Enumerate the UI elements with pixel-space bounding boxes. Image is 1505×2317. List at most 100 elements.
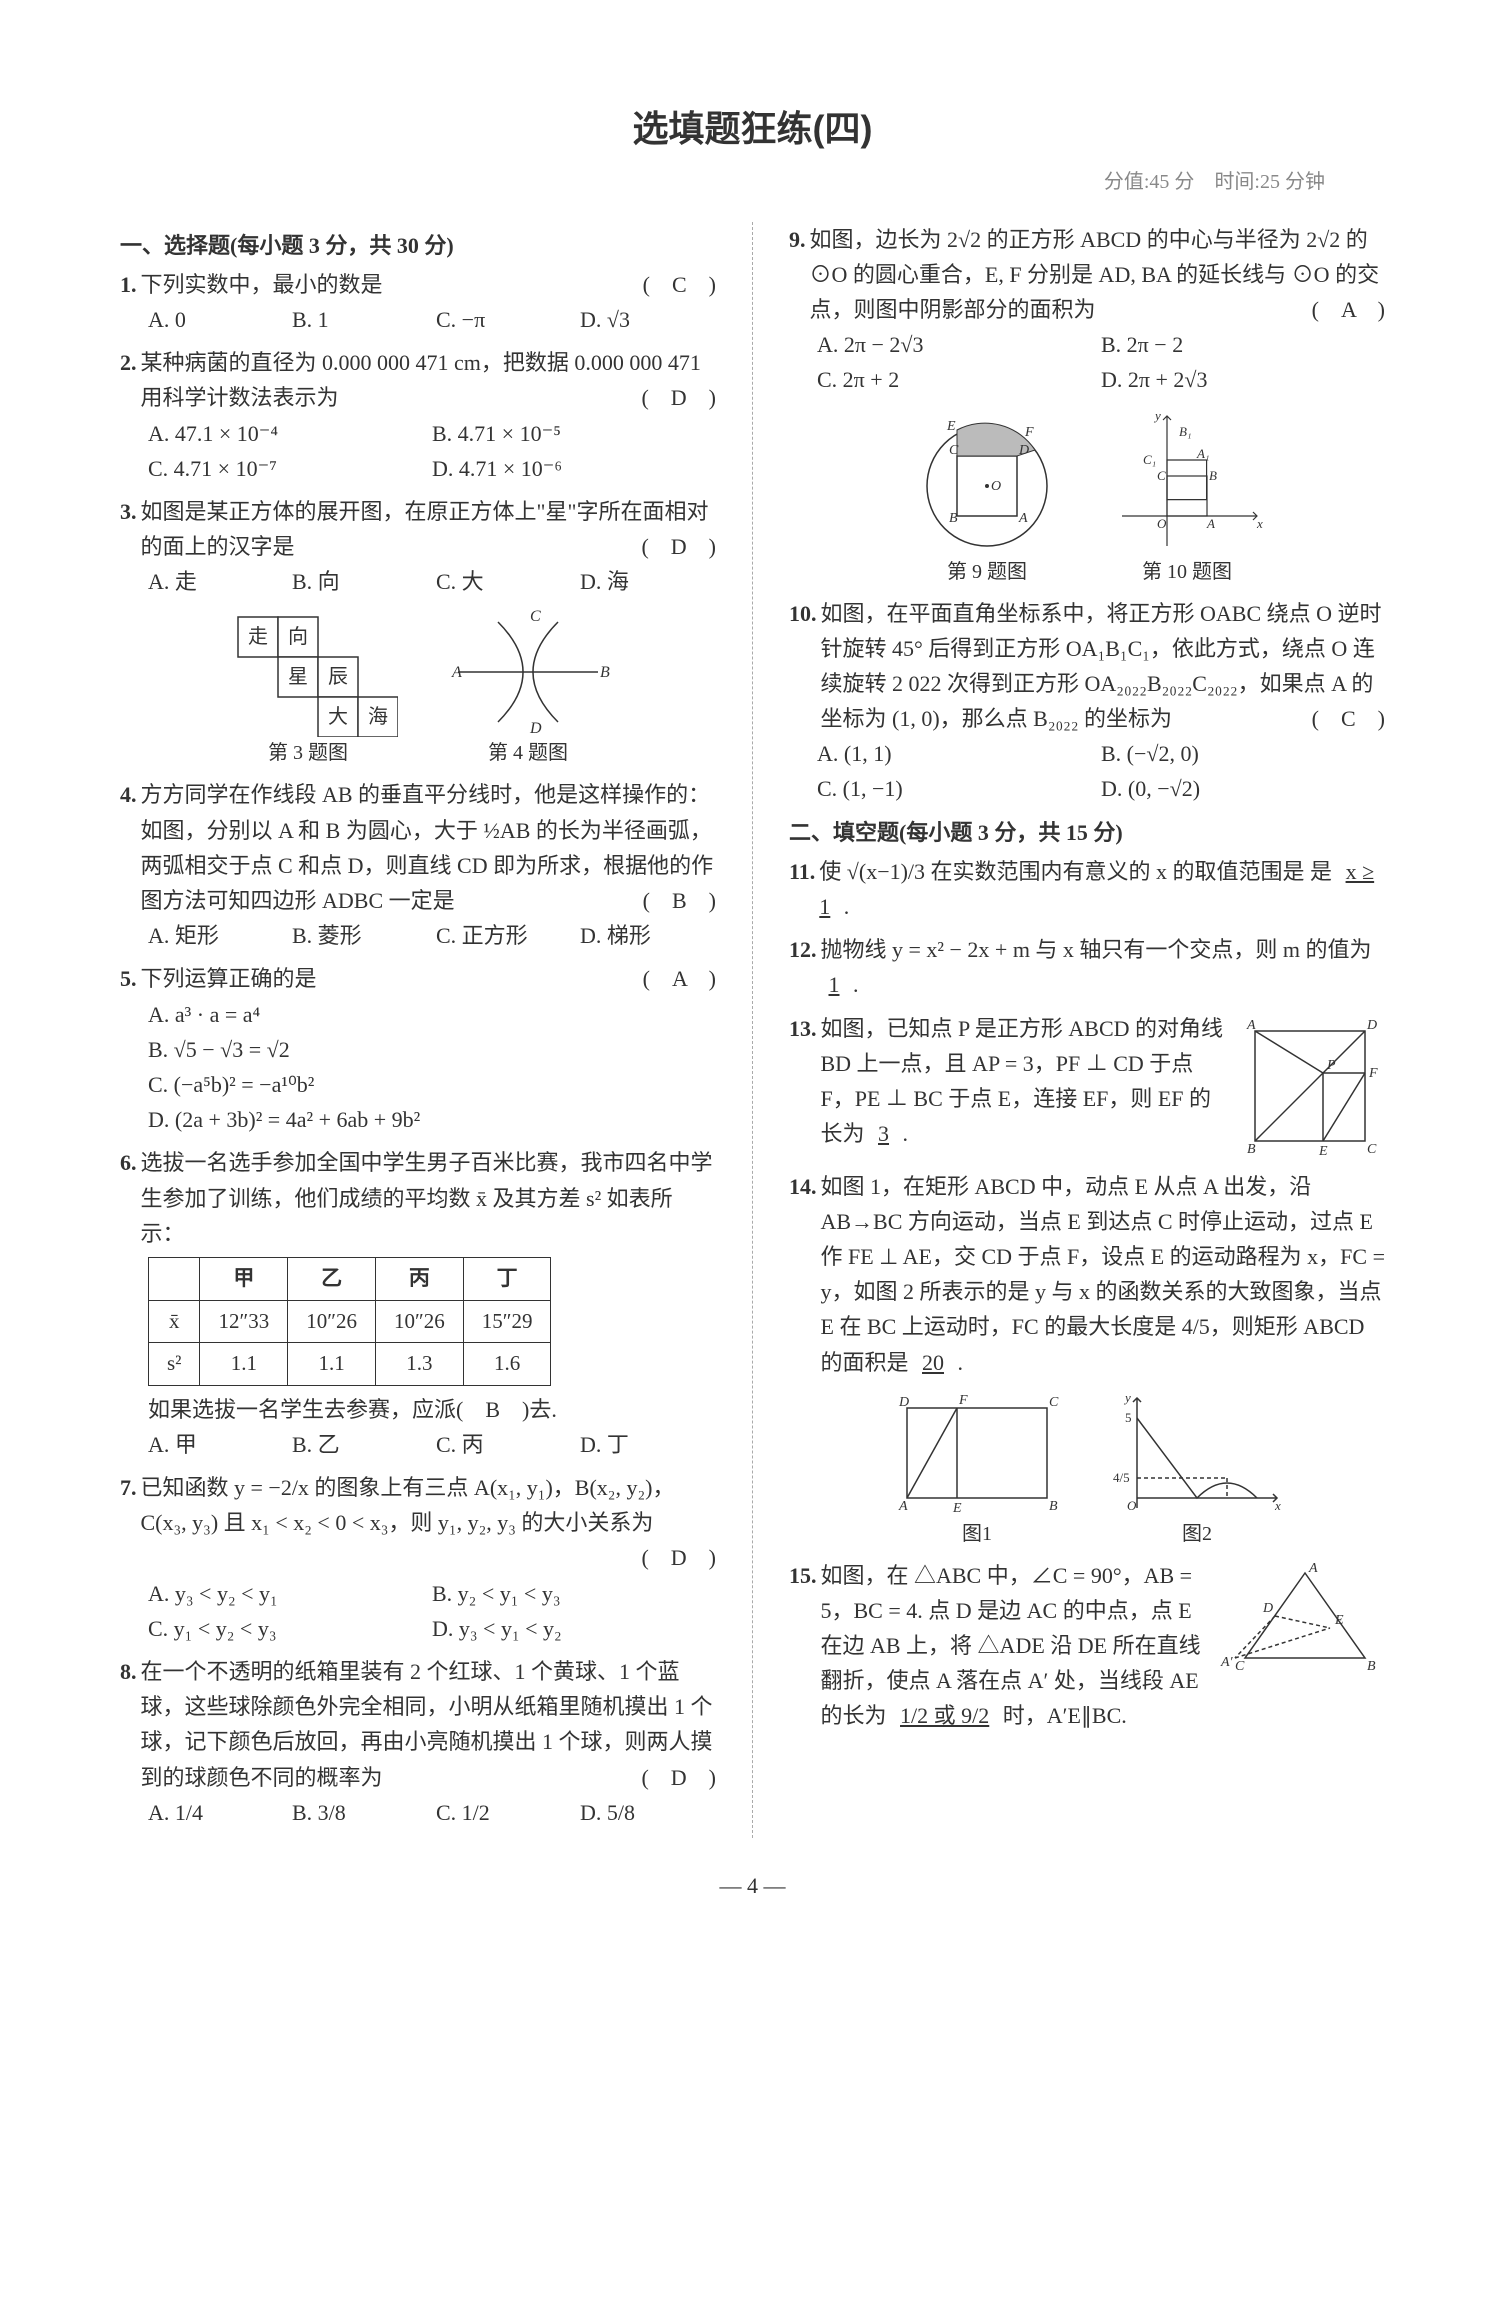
q1-opt-a: A. 0 [148,302,268,337]
q11-text: 使 √(x−1)/3 在实数范围内有意义的 x 的取值范围是 [819,859,1304,884]
q3-answer: ( D ) [641,529,716,564]
q6-num: 6. [120,1145,137,1180]
svg-text:O: O [991,479,1001,494]
q8-opt-c: C. 1/2 [436,1795,556,1830]
q15-blank: 1/2 或 9/2 [892,1703,997,1728]
q14-text: 如图 1，在矩形 ABCD 中，动点 E 从点 A 出发，沿 AB→BC 方向运… [821,1174,1386,1375]
q6-text: 选拔一名选手参加全国中学生男子百米比赛，我市四名中学生参加了训练，他们成绩的平均… [141,1145,717,1251]
svg-text:C: C [530,608,541,625]
q6-text2: 如果选拔一名学生去参赛，应派( B )去. [120,1392,716,1427]
svg-text:A: A [1018,511,1028,526]
q8-answer: ( D ) [641,1760,716,1795]
q10-figure: OA BC A₁B₁ C₁ xy [1107,406,1267,556]
q4: 4. 方方同学在作线段 AB 的垂直平分线时，他是这样操作的：如图，分别以 A … [120,777,716,953]
svg-text:星: 星 [288,666,308,688]
q1-text: 下列实数中，最小的数是 [141,272,383,297]
svg-text:C: C [949,443,959,458]
q8: 8. 在一个不透明的纸箱里装有 2 个红球、1 个黄球、1 个蓝球，这些球除颜色… [120,1654,716,1830]
q9-opt-a: A. 2π − 2√3 [817,327,1077,362]
svg-text:x: x [1274,1498,1281,1513]
svg-text:A′: A′ [1220,1655,1234,1670]
q9-figure: AB CD EF O [907,406,1067,556]
q4-opt-d: D. 梯形 [580,918,700,953]
q3-opt-d: D. 海 [580,564,700,599]
q8-text: 在一个不透明的纸箱里装有 2 个红球、1 个黄球、1 个蓝球，这些球除颜色外完全… [141,1659,713,1790]
q4-opt-a: A. 矩形 [148,918,268,953]
q5-opt-d: D. (2a + 3b)² = 4a² + 6ab + 9b² [148,1102,716,1137]
q10-num: 10. [789,596,817,631]
q12-num: 12. [789,932,817,967]
q3-text: 如图是某正方体的展开图，在原正方体上"星"字所在面相对的面上的汉字是 [141,499,709,559]
svg-text:D: D [1018,443,1029,458]
q4-opt-c: C. 正方形 [436,918,556,953]
svg-text:B₁: B₁ [1179,424,1191,439]
q6-opt-b: B. 乙 [292,1427,412,1462]
svg-text:F: F [1368,1066,1378,1081]
q2-opt-a: A. 47.1 × 10⁻⁴ [148,416,408,451]
svg-text:B: B [1367,1659,1376,1674]
q3-caption: 第 3 题图 [218,737,398,769]
q12-text: 抛物线 y = x² − 2x + m 与 x 轴只有一个交点，则 m 的值为 [821,937,1372,962]
svg-text:D: D [1262,1601,1273,1616]
q5-num: 5. [120,961,137,996]
q1-num: 1. [120,267,137,302]
svg-text:向: 向 [288,625,308,648]
q13-figure: AD BC PF E [1235,1011,1385,1161]
right-column: 9. 如图，边长为 2√2 的正方形 ABCD 的中心与半径为 2√2 的 ⊙O… [789,222,1385,1838]
section1-header: 一、选择题(每小题 3 分，共 30 分) [120,228,716,263]
q1-opt-d: D. √3 [580,302,700,337]
q6: 6. 选拔一名选手参加全国中学生男子百米比赛，我市四名中学生参加了训练，他们成绩… [120,1145,716,1462]
q1: 1. 下列实数中，最小的数是 ( C ) A. 0 B. 1 C. −π D. … [120,267,716,337]
q4-caption: 第 4 题图 [438,737,618,769]
q9-text: 如图，边长为 2√2 的正方形 ABCD 的中心与半径为 2√2 的 ⊙O 的圆… [810,227,1380,322]
q8-opt-b: B. 3/8 [292,1795,412,1830]
q7-answer: ( D ) [641,1540,716,1575]
svg-text:C: C [1049,1395,1059,1410]
q2-opt-b: B. 4.71 × 10⁻⁵ [432,416,692,451]
q13-blank: 3 [870,1121,897,1146]
q7-opt-b: B. y₂ < y₁ < y₃ [432,1576,692,1611]
q6-opt-a: A. 甲 [148,1427,268,1462]
q6-table: 甲 乙丙 丁 x̄12″33 10″2610″26 15″29 s²1.1 1.… [148,1257,551,1386]
q7-opt-a: A. y₃ < y₂ < y₁ [148,1576,408,1611]
q7: 7. 已知函数 y = −2/x 的图象上有三点 A(x₁, y₁)，B(x₂,… [120,1470,716,1646]
q10-opt-a: A. (1, 1) [817,736,1077,771]
q2-num: 2. [120,345,137,380]
q9-answer: ( A ) [1312,292,1385,327]
page-number: — 4 — [120,1868,1385,1903]
svg-text:A: A [898,1499,908,1514]
q2: 2. 某种病菌的直径为 0.000 000 471 cm，把数据 0.000 0… [120,345,716,486]
left-column: 一、选择题(每小题 3 分，共 30 分) 1. 下列实数中，最小的数是 ( C… [120,222,716,1838]
svg-text:C₁: C₁ [1143,452,1156,467]
page-title: 选填题狂练(四) [120,100,1385,158]
svg-text:B: B [1049,1499,1058,1514]
q2-opt-d: D. 4.71 × 10⁻⁶ [432,451,692,486]
q1-opt-c: C. −π [436,302,556,337]
q5-answer: ( A ) [643,961,716,996]
q3-num: 3. [120,494,137,529]
q14-blank: 20 [914,1350,952,1375]
svg-text:y: y [1153,408,1161,423]
q14-fig1-caption: 图1 [887,1518,1067,1550]
q15-num: 15. [789,1558,817,1593]
q9-opt-d: D. 2π + 2√3 [1101,362,1361,397]
q12: 12. 抛物线 y = x² − 2x + m 与 x 轴只有一个交点，则 m … [789,932,1385,1002]
svg-text:O: O [1127,1498,1137,1513]
svg-text:F: F [958,1393,968,1408]
svg-text:D: D [529,720,542,737]
q9-caption: 第 9 题图 [907,556,1067,588]
svg-text:y: y [1123,1390,1131,1405]
q14-figure1: DFC AEB [887,1388,1067,1518]
svg-text:E: E [946,419,956,434]
q14-fig2-caption: 图2 [1107,1518,1287,1550]
q10-opt-b: B. (−√2, 0) [1101,736,1361,771]
q8-opt-d: D. 5/8 [580,1795,700,1830]
svg-text:C: C [1367,1142,1377,1157]
q9-num: 9. [789,222,806,257]
svg-text:A: A [1308,1561,1318,1576]
svg-text:B: B [1209,468,1217,483]
q14: 14. 如图 1，在矩形 ABCD 中，动点 E 从点 A 出发，沿 AB→BC… [789,1169,1385,1550]
svg-text:A: A [1206,516,1215,531]
column-divider [752,222,753,1838]
q4-answer: ( B ) [643,883,716,918]
